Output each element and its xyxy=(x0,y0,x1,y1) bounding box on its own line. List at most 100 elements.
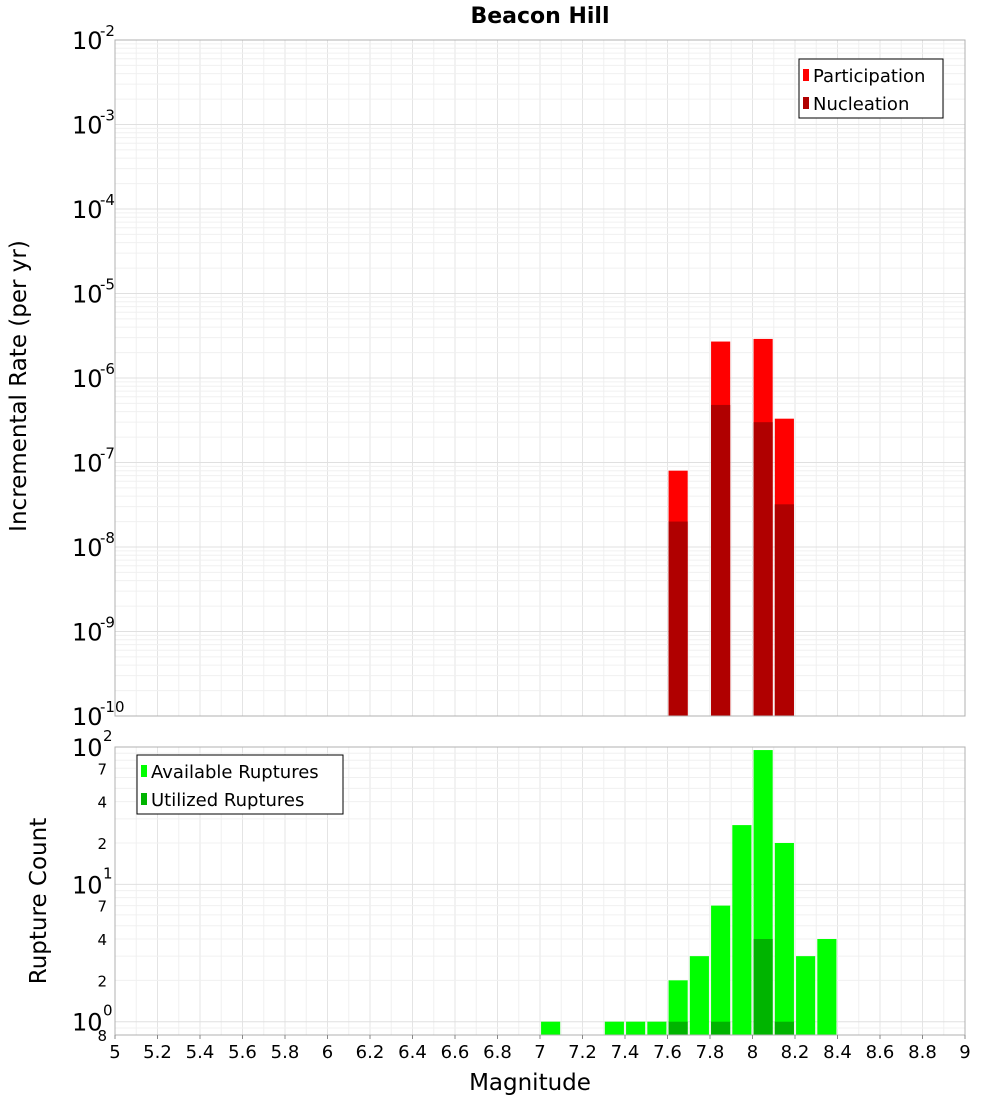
legend-label: Available Ruptures xyxy=(151,762,319,783)
top-y-axis-label: Incremental Rate (per yr) xyxy=(6,240,32,532)
legend-label: Nucleation xyxy=(813,94,909,115)
bar xyxy=(774,843,794,1035)
bar xyxy=(732,825,752,1035)
y-tick-base: 10 xyxy=(72,871,103,899)
bar xyxy=(711,1021,731,1035)
x-tick-label: 7.2 xyxy=(568,1042,597,1063)
x-tick-label: 5.4 xyxy=(186,1042,215,1063)
legend-bottom: Available Ruptures Utilized Ruptures xyxy=(136,754,344,815)
x-tick-label: 6.2 xyxy=(356,1042,385,1063)
legend-swatch xyxy=(803,69,809,81)
x-tick-label: 7.6 xyxy=(653,1042,682,1063)
y-tick-base: 10 xyxy=(72,534,103,562)
bar xyxy=(626,1021,646,1035)
y-tick-exponent: -3 xyxy=(100,107,115,125)
x-tick-label: 6.6 xyxy=(441,1042,470,1063)
bar xyxy=(668,521,688,716)
bar xyxy=(753,939,773,1035)
bar xyxy=(668,1021,688,1035)
y-tick-label: 10 0 xyxy=(72,1002,113,1037)
x-tick-label: 8.2 xyxy=(781,1042,810,1063)
y-minor-tick-label: 8 xyxy=(97,1027,107,1045)
y-tick-exponent: -6 xyxy=(100,360,115,378)
y-tick-label: 10-2 xyxy=(72,22,115,55)
x-tick-label: 6.8 xyxy=(483,1042,512,1063)
x-tick-label: 8.6 xyxy=(866,1042,895,1063)
y-tick-exponent: -4 xyxy=(100,191,115,209)
x-tick-label: 5.6 xyxy=(228,1042,257,1063)
legend-swatch xyxy=(803,97,809,109)
legend-swatch xyxy=(141,793,147,805)
y-tick-label: 10 1 xyxy=(72,864,113,899)
y-tick-exponent: -7 xyxy=(100,445,115,463)
y-tick-base: 10 xyxy=(72,112,103,140)
count-series-b xyxy=(668,939,794,1035)
bar xyxy=(796,956,816,1035)
x-tick-label: 8 xyxy=(747,1042,758,1063)
x-tick-label: 6.4 xyxy=(398,1042,427,1063)
y-tick-base: 10 xyxy=(72,1009,103,1037)
x-tick-label: 7.4 xyxy=(611,1042,640,1063)
y-tick-base: 10 xyxy=(72,703,103,731)
x-tick-label: 5.8 xyxy=(271,1042,300,1063)
y-tick-label: 10-3 xyxy=(72,107,115,140)
legend-label: Utilized Ruptures xyxy=(151,790,304,811)
y-minor-tick-label: 7 xyxy=(97,898,107,916)
y-minor-tick-label: 2 xyxy=(97,835,107,853)
bar xyxy=(604,1021,624,1035)
y-tick-exponent: -5 xyxy=(100,276,115,294)
y-tick-label: 10-8 xyxy=(72,529,115,562)
y-minor-tick-label: 7 xyxy=(97,760,107,778)
y-tick-exponent: 1 xyxy=(103,864,113,882)
x-tick-label: 7 xyxy=(534,1042,545,1063)
y-tick-label: 10-5 xyxy=(72,276,115,309)
bar xyxy=(647,1021,667,1035)
legend-top: Participation Nucleation xyxy=(798,58,944,119)
x-tick-label: 5.2 xyxy=(143,1042,172,1063)
y-tick-exponent: 2 xyxy=(103,727,113,745)
x-tick-label: 8.8 xyxy=(908,1042,937,1063)
x-tick-label: 8.4 xyxy=(823,1042,852,1063)
y-tick-base: 10 xyxy=(72,619,103,647)
y-tick-label: 10-6 xyxy=(72,360,115,393)
bar xyxy=(668,980,688,1035)
y-tick-base: 10 xyxy=(72,365,103,393)
x-axis-label: Magnitude xyxy=(469,1070,591,1096)
bar xyxy=(689,956,709,1035)
x-tick-label: 5 xyxy=(109,1042,120,1063)
y-tick-exponent: -8 xyxy=(100,529,115,547)
grid-lines xyxy=(114,40,966,1036)
y-tick-base: 10 xyxy=(72,196,103,224)
y-minor-tick-label: 2 xyxy=(97,972,107,990)
legend-box xyxy=(798,58,944,119)
bar xyxy=(774,504,794,716)
legend-label: Participation xyxy=(813,66,925,87)
bottom-y-axis-label: Rupture Count xyxy=(26,818,52,984)
y-tick-exponent: -10 xyxy=(100,698,125,716)
bar xyxy=(711,404,731,716)
y-tick-base: 10 xyxy=(72,450,103,478)
y-tick-label: 10-7 xyxy=(72,445,115,478)
y-tick-label: 10-9 xyxy=(72,614,115,647)
bar xyxy=(711,905,731,1035)
bar xyxy=(753,422,773,716)
plot-frame xyxy=(114,39,966,717)
y-tick-label: 10-10 xyxy=(72,698,125,731)
bar xyxy=(817,939,837,1035)
x-tick-label: 9 xyxy=(959,1042,970,1063)
y-tick-base: 10 xyxy=(72,281,103,309)
y-tick-exponent: 0 xyxy=(103,1002,113,1020)
y-minor-tick-label: 4 xyxy=(97,931,107,949)
chart-title: Beacon Hill xyxy=(470,4,609,29)
x-tick-label: 6 xyxy=(322,1042,333,1063)
y-minor-tick-label: 4 xyxy=(97,794,107,812)
y-tick-label: 10 2 xyxy=(72,727,113,762)
y-tick-label: 10-4 xyxy=(72,191,115,224)
bar xyxy=(774,1021,794,1035)
legend-box xyxy=(136,754,344,815)
y-tick-base: 10 xyxy=(72,27,103,55)
count-series-a xyxy=(541,750,837,1035)
y-tick-exponent: -9 xyxy=(100,614,115,632)
